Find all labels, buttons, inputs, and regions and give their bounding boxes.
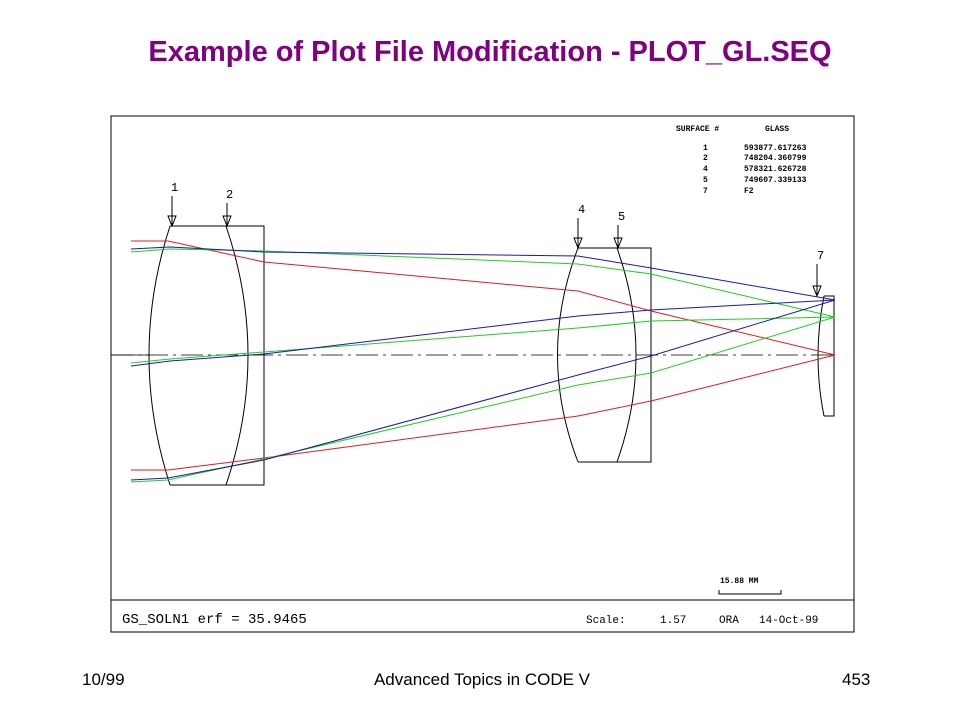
- table-header-glass: GLASS: [765, 125, 789, 134]
- design-name-erf: GS_SOLN1 erf = 35.9465: [122, 612, 307, 628]
- org-label: ORA: [719, 615, 739, 627]
- ray-blue-upper: [130, 246, 836, 301]
- surface-labels: 1 2 4 5 7: [171, 181, 824, 263]
- surface-label-1: 1: [171, 181, 178, 195]
- rays-blue: [130, 246, 836, 481]
- rays-green: [130, 248, 836, 483]
- scale-value: 1.57: [660, 615, 686, 627]
- surface-label-7: 7: [817, 249, 824, 263]
- table-row-surface: 7: [703, 187, 708, 196]
- rays-red: [131, 240, 836, 471]
- scale-label: Scale:: [586, 615, 626, 627]
- ray-red-upper: [131, 240, 836, 356]
- ray-blue-lower: [130, 299, 836, 481]
- table-row-glass: 593877.617263: [744, 144, 807, 153]
- table-row-surface: 2: [703, 154, 708, 163]
- table-row-glass: 578321.626728: [744, 165, 807, 174]
- surface-label-5: 5: [618, 210, 625, 224]
- table-row-glass: 749607.339133: [744, 176, 807, 185]
- table-row-glass: 748204.360799: [744, 154, 807, 163]
- page-number: 453: [842, 670, 871, 689]
- footer-date: 10/99: [82, 670, 125, 689]
- table-row-glass: F2: [744, 187, 754, 196]
- ray-red-lower: [131, 354, 836, 471]
- plot-date: 14-Oct-99: [759, 615, 818, 627]
- plot-border: [110, 115, 855, 633]
- table-header-surface: SURFACE #: [676, 125, 719, 134]
- surface-label-4: 4: [578, 203, 585, 217]
- footer-title: Advanced Topics in CODE V: [373, 670, 591, 689]
- image-surface-7: [817, 295, 835, 417]
- table-row-surface: 4: [703, 165, 708, 174]
- marker-arrow-5: [613, 237, 623, 250]
- ray-green-upper: [130, 248, 836, 318]
- surface-label-2: 2: [226, 188, 233, 202]
- ray-green-lower: [130, 316, 836, 483]
- marker-arrow-4: [573, 237, 583, 250]
- glass-table: SURFACE # GLASS 1 593877.617263 2 748204…: [676, 125, 807, 196]
- marker-arrow-1: [167, 215, 177, 228]
- marker-arrow-7: [812, 285, 822, 298]
- ray-blue-mid: [130, 299, 836, 367]
- surface-markers: [167, 196, 822, 298]
- table-row-surface: 1: [703, 144, 708, 153]
- marker-arrow-2: [222, 215, 232, 228]
- slide-title: Example of Plot File Modification - PLOT…: [148, 36, 832, 68]
- scale-bar: [718, 590, 782, 595]
- table-row-surface: 5: [703, 176, 708, 185]
- ray-green-mid: [130, 316, 836, 364]
- scale-bar-label: 15.88 MM: [720, 577, 759, 586]
- lens-element-2: [557, 247, 652, 463]
